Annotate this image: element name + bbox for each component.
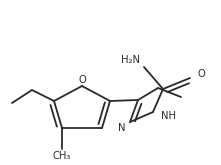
Text: CH₃: CH₃ (53, 151, 71, 161)
Text: N: N (118, 123, 126, 133)
Text: O: O (78, 75, 86, 85)
Text: H₂N: H₂N (121, 55, 140, 65)
Text: NH: NH (161, 111, 176, 121)
Text: O: O (197, 69, 205, 79)
